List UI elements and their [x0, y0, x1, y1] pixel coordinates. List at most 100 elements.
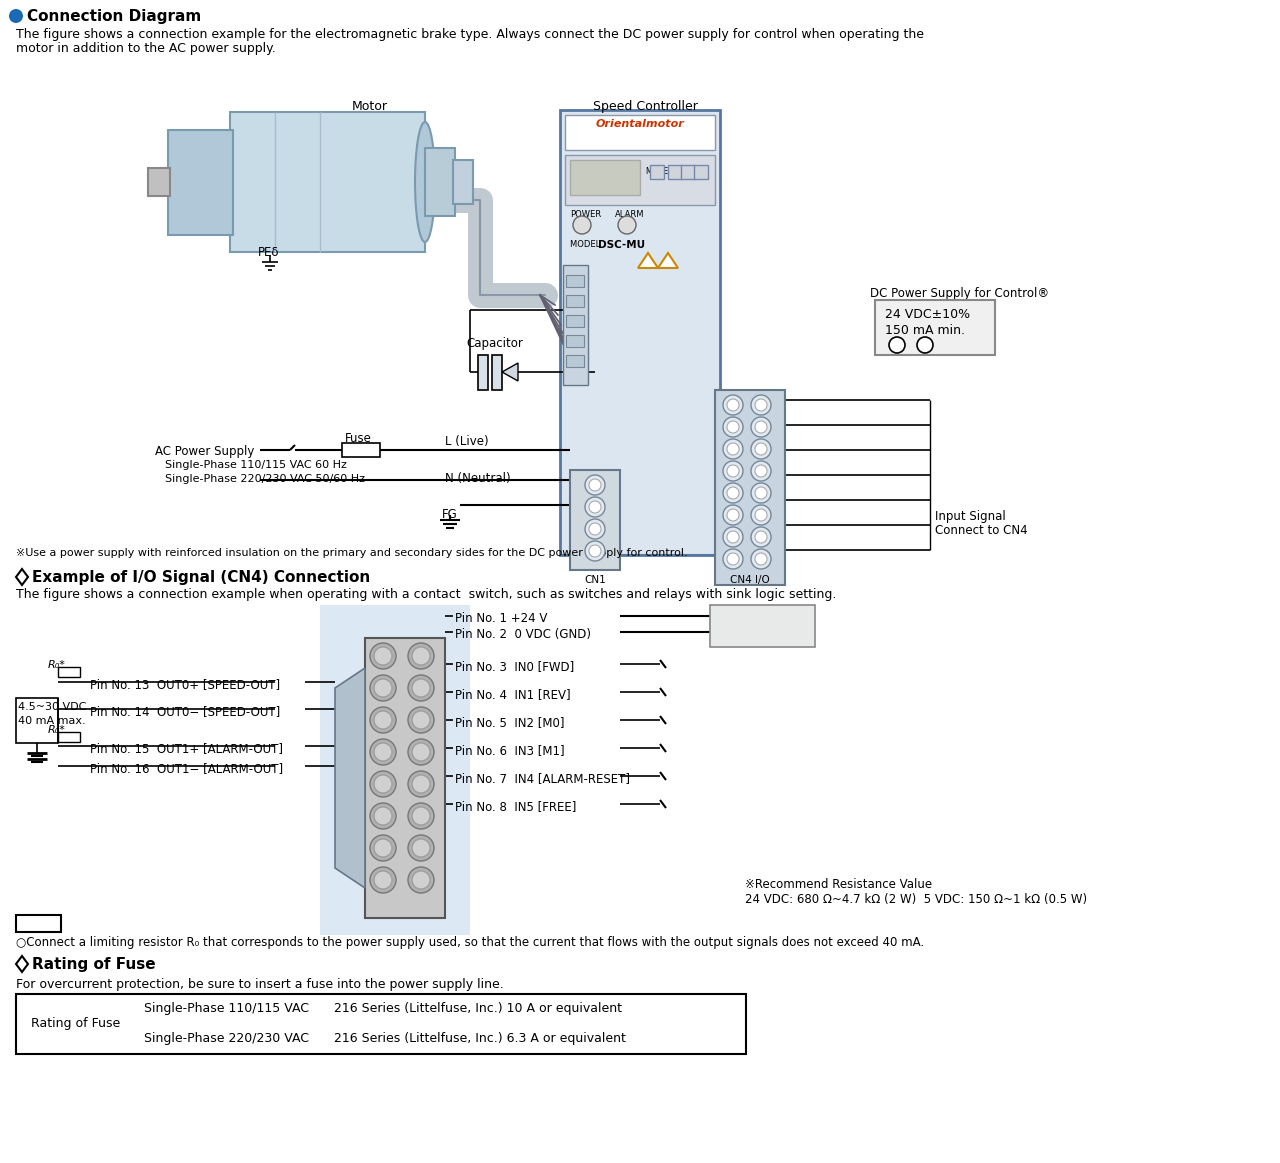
- Circle shape: [723, 505, 742, 525]
- Text: N (Neutral): N (Neutral): [445, 472, 511, 485]
- Circle shape: [408, 739, 434, 765]
- Text: v: v: [686, 167, 690, 176]
- Circle shape: [374, 743, 392, 761]
- Text: x: x: [731, 422, 736, 431]
- Text: SET: SET: [694, 167, 708, 176]
- Text: x: x: [731, 444, 736, 454]
- Circle shape: [723, 395, 742, 415]
- Text: Note: Note: [19, 916, 52, 930]
- Text: Pin No. 15  OUT1+ [ALARM-OUT]: Pin No. 15 OUT1+ [ALARM-OUT]: [90, 742, 283, 755]
- Circle shape: [585, 497, 605, 518]
- Circle shape: [370, 675, 396, 701]
- Polygon shape: [502, 363, 518, 381]
- Circle shape: [408, 866, 434, 893]
- Circle shape: [618, 216, 636, 234]
- Polygon shape: [335, 668, 365, 889]
- Text: x: x: [759, 400, 763, 409]
- Circle shape: [408, 675, 434, 701]
- Text: x: x: [759, 511, 763, 520]
- Circle shape: [412, 679, 430, 697]
- Circle shape: [727, 552, 739, 565]
- Circle shape: [412, 775, 430, 793]
- Text: x: x: [731, 533, 736, 542]
- Circle shape: [723, 438, 742, 459]
- Text: x: x: [731, 488, 736, 498]
- Circle shape: [755, 399, 767, 411]
- Circle shape: [727, 443, 739, 455]
- Circle shape: [727, 487, 739, 499]
- Text: x: x: [731, 466, 736, 476]
- Circle shape: [751, 527, 771, 547]
- Bar: [148, 167, 170, 197]
- Text: Pin No. 4  IN1 [REV]: Pin No. 4 IN1 [REV]: [454, 688, 571, 701]
- Text: CN1: CN1: [584, 575, 605, 585]
- Bar: [716, 390, 785, 585]
- Circle shape: [412, 807, 430, 825]
- Circle shape: [408, 802, 434, 829]
- Circle shape: [755, 443, 767, 455]
- Text: ✤24 VDC±10%: ✤24 VDC±10%: [716, 611, 806, 623]
- Bar: [365, 638, 445, 918]
- Circle shape: [374, 775, 392, 793]
- Circle shape: [751, 418, 771, 437]
- Text: ※Recommend Resistance Value: ※Recommend Resistance Value: [745, 878, 932, 891]
- Bar: [570, 160, 640, 195]
- Text: Connection Diagram: Connection Diagram: [27, 9, 201, 24]
- Text: Rating of Fuse: Rating of Fuse: [32, 1018, 120, 1030]
- Circle shape: [370, 802, 396, 829]
- Circle shape: [751, 549, 771, 569]
- Circle shape: [755, 509, 767, 521]
- Text: Pin No. 6  IN3 [M1]: Pin No. 6 IN3 [M1]: [454, 744, 564, 757]
- Bar: [564, 115, 716, 150]
- Circle shape: [370, 707, 396, 733]
- Circle shape: [890, 337, 905, 354]
- Text: Single-Phase 110/115 VAC: Single-Phase 110/115 VAC: [143, 1003, 308, 1015]
- Circle shape: [751, 395, 771, 415]
- Circle shape: [755, 487, 767, 499]
- Text: ALARM: ALARM: [614, 211, 645, 219]
- Text: ^: ^: [672, 167, 678, 176]
- Circle shape: [374, 807, 392, 825]
- Text: −: −: [918, 341, 927, 351]
- Circle shape: [374, 711, 392, 729]
- Circle shape: [751, 438, 771, 459]
- Ellipse shape: [415, 122, 435, 242]
- Text: 24 VDC: 680 Ω~4.7 kΩ (2 W)  5 VDC: 150 Ω~1 kΩ (0.5 W): 24 VDC: 680 Ω~4.7 kΩ (2 W) 5 VDC: 150 Ω~…: [745, 893, 1087, 906]
- Text: MODE: MODE: [645, 167, 668, 176]
- Text: Motor: Motor: [352, 100, 388, 113]
- Text: x: x: [759, 488, 763, 498]
- Bar: [566, 335, 584, 347]
- Circle shape: [408, 707, 434, 733]
- Circle shape: [585, 475, 605, 495]
- Circle shape: [412, 839, 430, 857]
- Text: x: x: [759, 466, 763, 476]
- Text: ※Use a power supply with reinforced insulation on the primary and secondary side: ※Use a power supply with reinforced insu…: [15, 548, 687, 558]
- Text: !: !: [666, 257, 669, 267]
- Circle shape: [412, 647, 430, 665]
- Bar: [668, 165, 682, 179]
- Bar: [320, 605, 470, 935]
- Bar: [710, 605, 815, 647]
- Circle shape: [727, 421, 739, 433]
- Text: POWER: POWER: [570, 211, 602, 219]
- Text: CN4 I/O: CN4 I/O: [730, 575, 769, 585]
- Circle shape: [723, 483, 742, 504]
- Circle shape: [370, 643, 396, 669]
- Bar: [561, 110, 719, 555]
- Circle shape: [370, 835, 396, 861]
- Text: MODEL: MODEL: [570, 240, 603, 249]
- Bar: [681, 165, 695, 179]
- Text: FG: FG: [442, 508, 458, 521]
- Circle shape: [374, 647, 392, 665]
- Bar: [15, 994, 746, 1054]
- Circle shape: [589, 523, 602, 535]
- Text: Pin No. 2  0 VDC (GND): Pin No. 2 0 VDC (GND): [454, 628, 591, 641]
- Text: Pin No. 13  OUT0+ [SPEED-OUT]: Pin No. 13 OUT0+ [SPEED-OUT]: [90, 678, 280, 691]
- Circle shape: [727, 399, 739, 411]
- Bar: [425, 148, 454, 216]
- Bar: [453, 160, 474, 204]
- Text: x: x: [731, 511, 736, 520]
- Circle shape: [755, 421, 767, 433]
- Bar: [168, 130, 233, 235]
- Text: R₀*: R₀*: [49, 725, 65, 735]
